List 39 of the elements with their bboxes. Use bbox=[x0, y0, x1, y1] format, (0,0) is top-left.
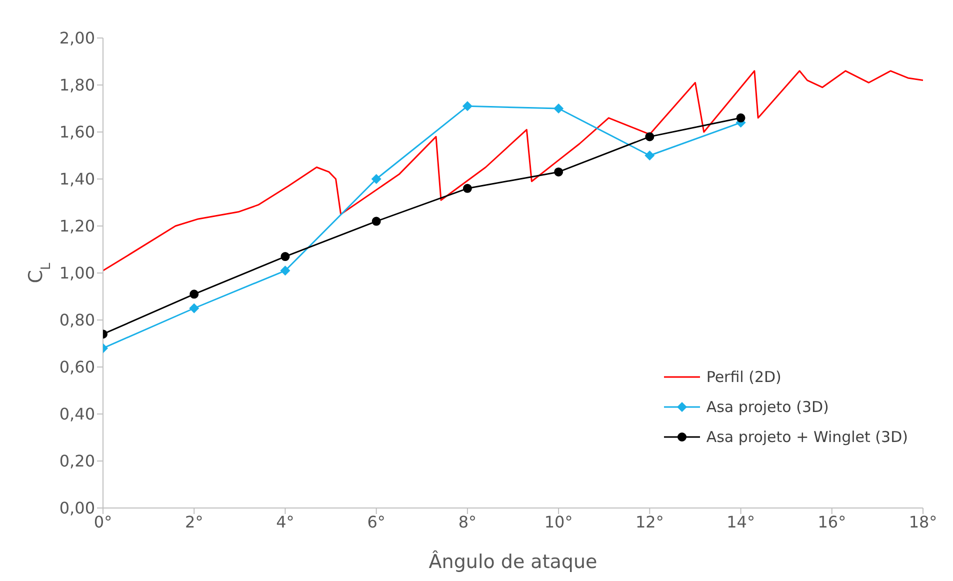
x-tick-label: 4° bbox=[276, 512, 294, 532]
y-tick-label: 0,60 bbox=[59, 358, 95, 377]
x-tick-label: 2° bbox=[185, 512, 204, 532]
point bbox=[280, 252, 290, 262]
x-tick-label: 6° bbox=[367, 512, 386, 532]
y-tick-label: 1,20 bbox=[59, 216, 95, 236]
point bbox=[190, 290, 199, 299]
x-axis-title: Ângulo de ataque bbox=[428, 550, 598, 573]
x-tick-label: 0° bbox=[94, 512, 112, 532]
point bbox=[644, 150, 655, 160]
point bbox=[736, 113, 746, 122]
point bbox=[371, 174, 382, 184]
y-tick-label: 0,40 bbox=[59, 404, 95, 424]
point bbox=[554, 104, 564, 114]
x-tick-label: 10° bbox=[544, 512, 573, 532]
point bbox=[462, 184, 472, 193]
point bbox=[372, 216, 381, 226]
point bbox=[554, 167, 564, 176]
point bbox=[645, 132, 654, 142]
point bbox=[189, 303, 200, 314]
y-tick-label: 1,80 bbox=[59, 76, 95, 95]
y-tick-label: 0,80 bbox=[59, 310, 95, 330]
point bbox=[280, 266, 290, 276]
y-tick-label: 0,20 bbox=[59, 452, 95, 471]
x-tick-label: 18° bbox=[908, 512, 938, 532]
x-tick-label: 16° bbox=[818, 512, 846, 532]
y-tick-label: 1,40 bbox=[59, 170, 95, 189]
x-tick-label: 12° bbox=[635, 512, 664, 532]
legend-label: Asa projeto + Winglet (3D) bbox=[706, 428, 908, 446]
y-tick-label: 1,00 bbox=[59, 264, 95, 283]
y-tick-label: 2,00 bbox=[59, 28, 95, 48]
x-tick-label: 8° bbox=[458, 512, 477, 532]
legend-label: Asa projeto (3D) bbox=[706, 398, 829, 416]
y-tick-label: 1,60 bbox=[59, 122, 95, 142]
line-series bbox=[103, 70, 923, 272]
legend-label: Perfil (2D) bbox=[706, 368, 782, 386]
point bbox=[462, 101, 472, 112]
y-tick-label: 0,00 bbox=[59, 498, 95, 518]
x-tick-label: 14° bbox=[726, 512, 755, 532]
